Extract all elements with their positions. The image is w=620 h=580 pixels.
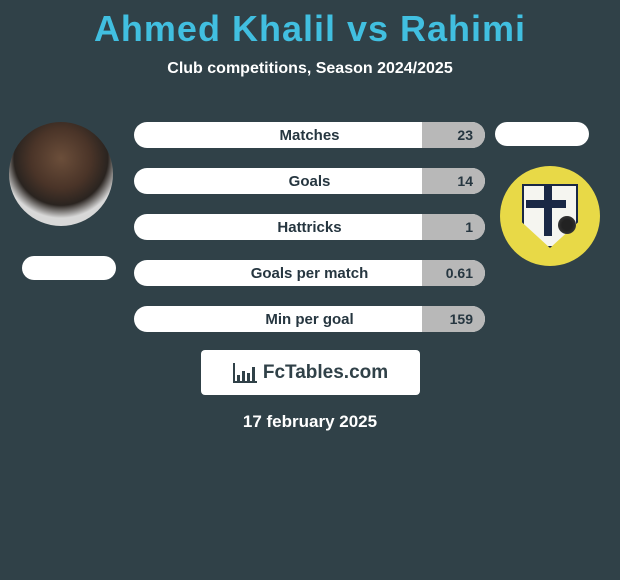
stat-label: Goals [134, 173, 485, 190]
player-right-flag [495, 122, 589, 146]
stat-label: Goals per match [134, 265, 485, 282]
stat-value-right: 1 [465, 219, 473, 235]
player-right-badge [500, 166, 600, 266]
date-text: 17 february 2025 [0, 412, 620, 432]
stat-row-matches: Matches 23 [134, 122, 485, 148]
chart-icon [233, 363, 257, 383]
stat-value-right: 0.61 [446, 265, 473, 281]
stat-value-right: 14 [457, 173, 473, 189]
player-left-avatar [9, 122, 113, 226]
stat-row-goals-per-match: Goals per match 0.61 [134, 260, 485, 286]
stat-label: Min per goal [134, 311, 485, 328]
comparison-card: Ahmed Khalil vs Rahimi Club competitions… [0, 0, 620, 580]
stat-row-goals: Goals 14 [134, 168, 485, 194]
player-left-flag [22, 256, 116, 280]
stat-bars: Matches 23 Goals 14 Hattricks 1 [134, 122, 485, 352]
stat-row-min-per-goal: Min per goal 159 [134, 306, 485, 332]
fctables-logo[interactable]: FcTables.com [201, 350, 420, 395]
page-title: Ahmed Khalil vs Rahimi [0, 0, 620, 50]
club-shield-icon [522, 184, 578, 248]
stat-label: Matches [134, 127, 485, 144]
stat-value-right: 23 [457, 127, 473, 143]
stat-row-hattricks: Hattricks 1 [134, 214, 485, 240]
stat-value-right: 159 [450, 311, 473, 327]
subtitle: Club competitions, Season 2024/2025 [0, 60, 620, 78]
logo-text: FcTables.com [263, 362, 388, 384]
stat-label: Hattricks [134, 219, 485, 236]
